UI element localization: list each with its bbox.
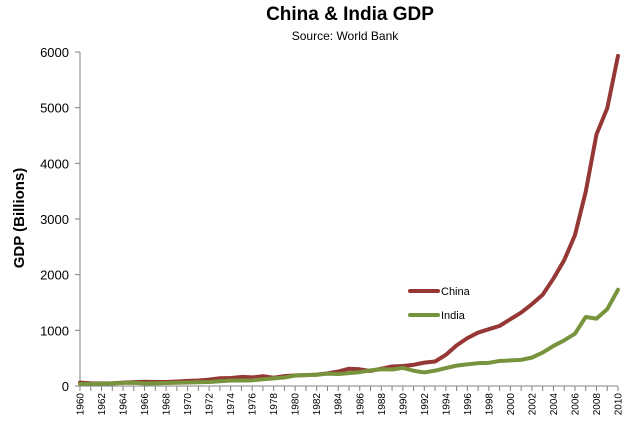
y-tick-label: 1000 — [40, 323, 69, 338]
x-tick-label: 2000 — [506, 393, 517, 416]
x-tick-label: 1964 — [119, 393, 130, 416]
legend-label-china: China — [441, 286, 471, 298]
x-tick-label: 1978 — [269, 393, 280, 416]
x-tick-label: 1990 — [398, 393, 409, 416]
legend-label-india: India — [441, 310, 466, 322]
y-tick-label: 2000 — [40, 268, 69, 283]
x-tick-label: 1992 — [420, 393, 431, 416]
chart-title: China & India GDP — [266, 4, 434, 25]
x-tick-label: 1988 — [377, 393, 388, 416]
x-tick-label: 1994 — [441, 393, 452, 416]
x-tick-label: 1966 — [140, 393, 151, 416]
y-tick-label: 4000 — [40, 156, 69, 171]
x-tick-label: 2008 — [592, 393, 603, 416]
x-tick-label: 1972 — [205, 393, 216, 416]
legend: China India — [408, 286, 471, 322]
x-tick-label: 1998 — [484, 393, 495, 416]
x-tick-label: 2010 — [614, 393, 625, 416]
plot-area: 0 1000 2000 3000 4000 5000 6000 1960 1962 1964 196… — [40, 45, 624, 415]
x-tick-label: 1970 — [183, 393, 194, 416]
x-tick-label: 2006 — [570, 393, 581, 416]
x-tick-label: 1960 — [76, 393, 87, 416]
x-tick-label: 1986 — [355, 393, 366, 416]
series-line-india — [78, 287, 620, 386]
y-tick-label: 0 — [62, 379, 69, 394]
y-tick-label: 5000 — [40, 101, 69, 116]
y-tick-label: 6000 — [40, 45, 69, 60]
x-tick-label: 1984 — [334, 393, 345, 416]
x-tick-label: 1980 — [291, 393, 302, 416]
x-tick-label: 1982 — [312, 393, 323, 416]
x-tick-label: 1974 — [226, 393, 237, 416]
chart-subtitle: Source: World Bank — [292, 29, 399, 43]
x-tick-label: 1976 — [248, 393, 259, 416]
x-tick-label: 1968 — [162, 393, 173, 416]
x-tick-label: 2002 — [527, 393, 538, 416]
x-tick-label: 1962 — [97, 393, 108, 416]
y-tick-label: 3000 — [40, 212, 69, 227]
series-line-china — [78, 53, 620, 386]
y-axis-label: GDP (Billions) — [11, 168, 28, 269]
x-tick-label: 1996 — [463, 393, 474, 416]
x-tick-label: 2004 — [549, 393, 560, 416]
